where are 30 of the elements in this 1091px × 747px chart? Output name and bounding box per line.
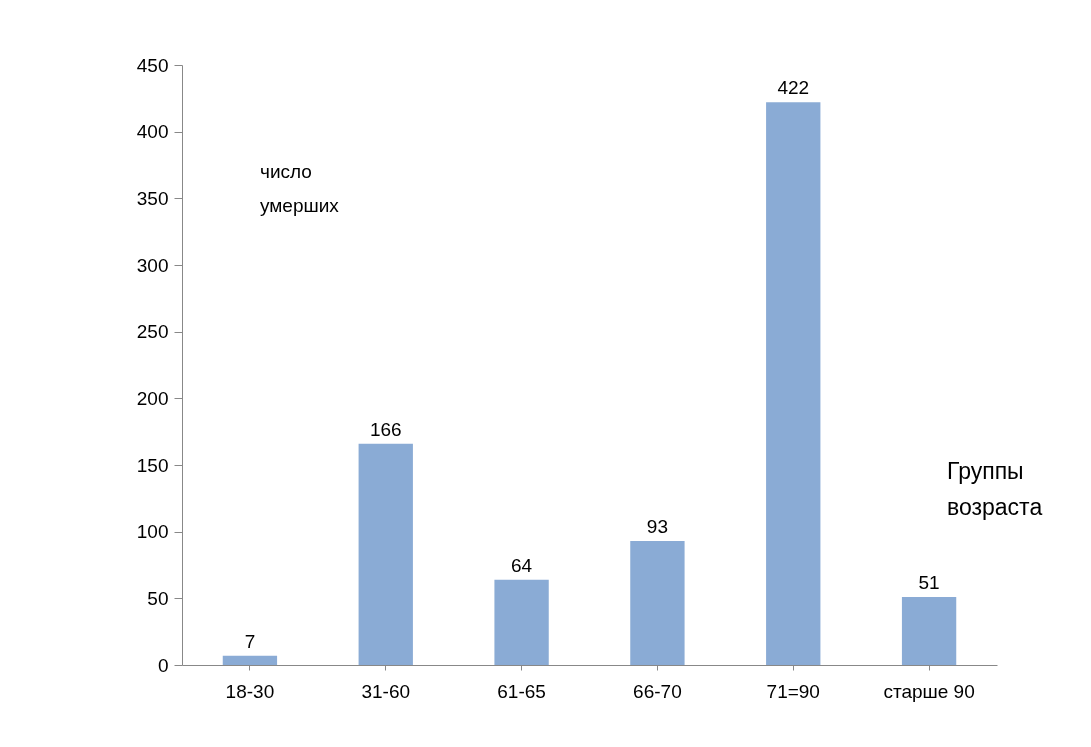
y-tick-label: 100 xyxy=(136,521,169,543)
bar xyxy=(358,443,413,665)
y-tick-label: 400 xyxy=(136,121,169,143)
y-tick-label: 0 xyxy=(157,654,169,676)
data-label: 7 xyxy=(244,630,256,652)
bar xyxy=(494,579,549,665)
y-tick-label: 300 xyxy=(136,254,169,276)
y-tick-label: 150 xyxy=(136,454,169,476)
y-tick-label: 50 xyxy=(147,587,169,609)
data-label: 51 xyxy=(918,572,940,593)
y-tick-label: 350 xyxy=(136,187,169,209)
x-tick-label: 31-60 xyxy=(361,680,411,702)
data-label: 166 xyxy=(369,418,402,440)
bar xyxy=(901,597,957,665)
data-label: 64 xyxy=(511,554,533,576)
bar xyxy=(630,541,685,665)
y-axis-title: число умерших xyxy=(260,161,340,216)
x-tick-label: 66-70 xyxy=(633,680,682,702)
x-tick-label: старше 90 xyxy=(883,680,975,702)
data-label: 93 xyxy=(646,516,668,537)
x-tick-label: 71=90 xyxy=(766,680,820,702)
y-tick-label: 250 xyxy=(136,321,169,343)
x-axis-title: Группы возраста xyxy=(947,458,1043,520)
x-tick-label: 18-30 xyxy=(225,680,275,702)
x-tick-label: 61-65 xyxy=(497,680,546,702)
y-tick-label: 200 xyxy=(136,387,169,409)
bar xyxy=(222,655,278,665)
data-label: 422 xyxy=(777,77,810,99)
bar xyxy=(766,102,821,665)
y-tick-label: 450 xyxy=(136,54,169,76)
